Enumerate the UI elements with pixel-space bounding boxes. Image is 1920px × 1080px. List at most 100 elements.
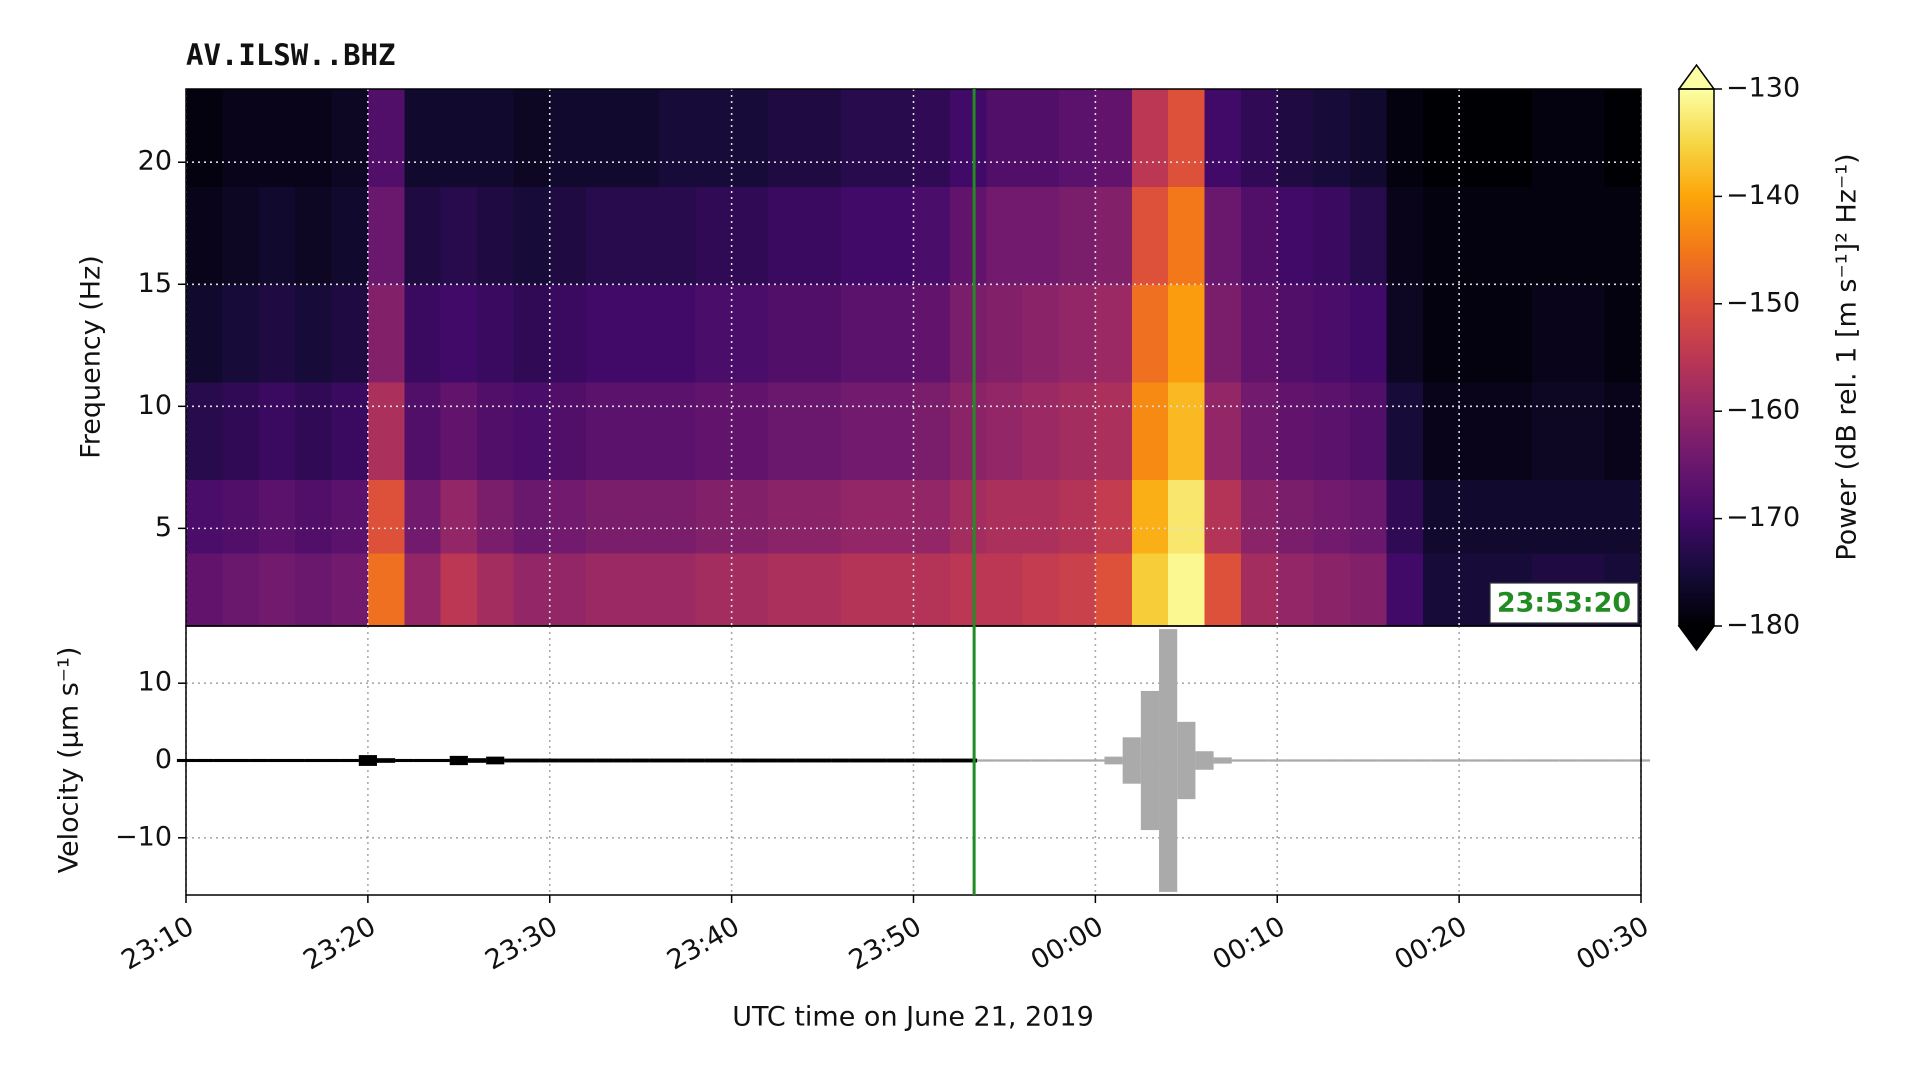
spectrogram-cell (367, 89, 405, 188)
spectrogram-cell (1350, 381, 1387, 481)
spectrogram-cell (1313, 89, 1351, 188)
waveform-envelope (1431, 759, 1451, 762)
spectrogram-cell (1313, 284, 1351, 383)
waveform-envelope (1504, 759, 1523, 762)
spectrogram-cell (1168, 381, 1206, 481)
spectrogram-cell (1568, 381, 1606, 481)
spectrogram-cell (1131, 479, 1169, 554)
spectrogram-cell (622, 479, 660, 554)
spectrogram-cell (222, 552, 260, 627)
spectrogram-cell (1531, 479, 1569, 554)
x-axis-label: UTC time on June 21, 2019 (732, 1002, 1094, 1033)
colorbar-tick-label: −180 (1726, 610, 1800, 641)
spectrogram-cell (404, 284, 442, 383)
spectrogram-cell (768, 186, 805, 285)
spectrogram-cell (658, 479, 696, 554)
spectrogram-cell (295, 284, 333, 383)
spectrogram-cell (1495, 381, 1533, 481)
spectrogram-cell (1277, 89, 1315, 188)
waveform-envelope (1450, 759, 1469, 762)
spectrogram-cell (1095, 479, 1133, 554)
spectrogram-cell (1313, 479, 1351, 554)
spectrogram-cell (1495, 479, 1533, 554)
waveform-envelope (1395, 759, 1414, 762)
waveform-envelope (1340, 759, 1360, 762)
spectrogram-cell (367, 186, 405, 285)
waveform-envelope (1177, 721, 1196, 800)
y-tick-label: 15 (138, 268, 172, 299)
spectrogram-cell (1568, 479, 1606, 554)
spectrogram-cell (731, 186, 769, 285)
spectrogram-cell (222, 186, 260, 285)
spectrogram-cell (1386, 552, 1424, 627)
spectrogram-cell (1240, 479, 1278, 554)
colorbar (1679, 89, 1714, 626)
waveform-envelope (995, 759, 1014, 762)
colorbar-tick-label: −170 (1726, 502, 1800, 533)
spectrogram-cell (1095, 552, 1133, 627)
spectrogram-cell (731, 381, 769, 481)
spectrogram-cell (1022, 284, 1060, 383)
spectrogram-cell (549, 186, 587, 285)
spectrogram-cell (1568, 186, 1606, 285)
spectrogram-cell (1277, 552, 1315, 627)
spectrogram-cell (1350, 552, 1387, 627)
spectrogram-cell (913, 552, 951, 627)
spectrogram-cell (695, 284, 733, 383)
spectrogram-cell (1095, 89, 1133, 188)
spectrogram-cell (513, 186, 551, 285)
spectrogram-cell (1422, 381, 1460, 481)
spectrogram-cell (949, 284, 987, 383)
spectrogram-cell (186, 186, 223, 285)
spectrogram-cell (295, 552, 333, 627)
spectrogram-cell (1313, 186, 1351, 285)
spectrogram-cell (367, 284, 405, 383)
spectrogram-cell (404, 186, 442, 285)
spectrogram-cell (222, 89, 260, 188)
waveform-envelope (1122, 737, 1141, 784)
spectrogram-cell (1131, 381, 1169, 481)
spectrogram-cell (1240, 381, 1278, 481)
spectrogram-cell (404, 479, 442, 554)
cursor-label: 23:53:20 (1497, 588, 1631, 619)
spectrogram-cell (1531, 186, 1569, 285)
spectrogram-cell (1531, 89, 1569, 188)
spectrogram-cell (1604, 89, 1642, 188)
x-tick-label: 23:10 (116, 911, 199, 977)
spectrogram-cell (586, 479, 624, 554)
chart-title: AV.ILSW..BHZ (186, 38, 396, 72)
waveform-envelope (977, 759, 996, 762)
spectrogram-cell (986, 552, 1024, 627)
spectrogram-cell (986, 89, 1024, 188)
spectrogram-cell (440, 89, 478, 188)
spectrogram-cell (804, 186, 842, 285)
spectrogram-cell (1095, 284, 1133, 383)
spectrogram-cell (513, 284, 551, 383)
spectrogram-cell (731, 89, 769, 188)
spectrogram-cell (1059, 479, 1096, 554)
waveform-envelope (1013, 759, 1032, 762)
spectrogram-cell (1422, 552, 1460, 627)
waveform-envelope (1195, 751, 1214, 770)
waveform-envelope (1213, 757, 1232, 764)
spectrogram-cell (258, 284, 296, 383)
spectrogram-cell (1422, 284, 1460, 383)
spectrogram-cell (1277, 186, 1315, 285)
spectrogram-cell (258, 381, 296, 481)
spectrogram-cell (549, 89, 587, 188)
spectrogram-cell (840, 89, 878, 188)
spectrogram-cell (1022, 479, 1060, 554)
spectrogram-cell (1059, 89, 1096, 188)
spectrogram-cell (1350, 186, 1387, 285)
spectrogram-cell (1168, 479, 1206, 554)
waveform-envelope (1413, 759, 1432, 762)
spectrogram-cell (549, 284, 587, 383)
spectrogram-cell (1531, 381, 1569, 481)
spectrogram-cell (1386, 381, 1424, 481)
waveform-envelope (1359, 759, 1378, 762)
spectrogram-cell (1059, 186, 1096, 285)
spectrogram-cell (1350, 284, 1387, 383)
spectrogram-cell (1422, 479, 1460, 554)
spectrogram-cell (695, 381, 733, 481)
